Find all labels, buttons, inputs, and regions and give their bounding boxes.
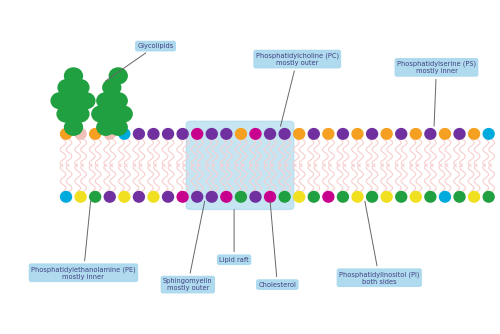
- Ellipse shape: [323, 129, 334, 139]
- Ellipse shape: [114, 106, 132, 122]
- Ellipse shape: [192, 191, 202, 202]
- Ellipse shape: [90, 129, 101, 139]
- Text: Phosphatidylinositol (PI)
both sides: Phosphatidylinositol (PI) both sides: [339, 201, 419, 285]
- Ellipse shape: [468, 129, 479, 139]
- Ellipse shape: [352, 129, 363, 139]
- Ellipse shape: [104, 191, 115, 202]
- Ellipse shape: [250, 191, 261, 202]
- Text: Cholesterol: Cholesterol: [258, 201, 296, 288]
- Ellipse shape: [110, 93, 127, 109]
- Ellipse shape: [483, 129, 494, 139]
- Ellipse shape: [279, 191, 290, 202]
- Ellipse shape: [60, 129, 72, 139]
- Ellipse shape: [294, 129, 304, 139]
- Ellipse shape: [352, 191, 363, 202]
- Ellipse shape: [148, 191, 159, 202]
- Ellipse shape: [75, 191, 86, 202]
- Ellipse shape: [308, 129, 320, 139]
- Ellipse shape: [440, 191, 450, 202]
- Ellipse shape: [162, 191, 173, 202]
- Ellipse shape: [454, 191, 465, 202]
- Ellipse shape: [110, 119, 127, 135]
- FancyBboxPatch shape: [186, 121, 294, 209]
- Ellipse shape: [97, 93, 115, 109]
- Ellipse shape: [366, 191, 378, 202]
- Ellipse shape: [264, 191, 276, 202]
- Text: Sphingomyelin
mostly outer: Sphingomyelin mostly outer: [163, 201, 212, 291]
- Ellipse shape: [90, 191, 101, 202]
- Ellipse shape: [483, 191, 494, 202]
- Ellipse shape: [148, 129, 159, 139]
- Ellipse shape: [134, 191, 144, 202]
- Ellipse shape: [51, 93, 69, 109]
- Ellipse shape: [294, 191, 304, 202]
- Text: Phosphatidylserine (PS)
mostly inner: Phosphatidylserine (PS) mostly inner: [397, 61, 476, 126]
- Ellipse shape: [410, 191, 422, 202]
- Text: Phosphatidylcholine (PC)
mostly outer: Phosphatidylcholine (PC) mostly outer: [256, 52, 339, 126]
- Ellipse shape: [396, 191, 406, 202]
- Ellipse shape: [206, 129, 217, 139]
- Ellipse shape: [177, 191, 188, 202]
- Ellipse shape: [381, 129, 392, 139]
- Ellipse shape: [103, 106, 120, 122]
- Ellipse shape: [119, 191, 130, 202]
- Ellipse shape: [440, 129, 450, 139]
- Ellipse shape: [323, 191, 334, 202]
- Ellipse shape: [279, 129, 290, 139]
- Ellipse shape: [110, 68, 127, 84]
- Ellipse shape: [425, 129, 436, 139]
- Ellipse shape: [381, 191, 392, 202]
- Ellipse shape: [468, 191, 479, 202]
- Ellipse shape: [264, 129, 276, 139]
- Ellipse shape: [366, 129, 378, 139]
- Ellipse shape: [77, 93, 95, 109]
- Ellipse shape: [58, 79, 76, 96]
- Ellipse shape: [92, 106, 110, 122]
- Ellipse shape: [104, 129, 115, 139]
- Ellipse shape: [425, 191, 436, 202]
- Ellipse shape: [71, 106, 89, 122]
- Ellipse shape: [64, 119, 82, 135]
- Ellipse shape: [396, 129, 406, 139]
- Ellipse shape: [64, 93, 82, 109]
- Ellipse shape: [192, 129, 202, 139]
- Ellipse shape: [308, 191, 320, 202]
- Ellipse shape: [221, 191, 232, 202]
- Ellipse shape: [236, 129, 246, 139]
- Ellipse shape: [57, 106, 75, 122]
- Ellipse shape: [338, 129, 348, 139]
- Ellipse shape: [64, 68, 82, 84]
- Ellipse shape: [177, 129, 188, 139]
- Ellipse shape: [119, 129, 130, 139]
- Ellipse shape: [250, 129, 261, 139]
- Text: Phosphatidylethanolamine (PE)
mostly inner: Phosphatidylethanolamine (PE) mostly inn…: [31, 201, 136, 280]
- Text: Glycolipids: Glycolipids: [106, 43, 174, 81]
- Ellipse shape: [236, 191, 246, 202]
- Ellipse shape: [454, 129, 465, 139]
- Ellipse shape: [71, 79, 89, 96]
- Ellipse shape: [97, 119, 115, 135]
- Ellipse shape: [103, 79, 120, 96]
- Ellipse shape: [338, 191, 348, 202]
- Text: Lipid raft: Lipid raft: [219, 209, 249, 263]
- Ellipse shape: [206, 191, 217, 202]
- Ellipse shape: [410, 129, 422, 139]
- Ellipse shape: [162, 129, 173, 139]
- Ellipse shape: [134, 129, 144, 139]
- Ellipse shape: [221, 129, 232, 139]
- Ellipse shape: [60, 191, 72, 202]
- Ellipse shape: [75, 129, 86, 139]
